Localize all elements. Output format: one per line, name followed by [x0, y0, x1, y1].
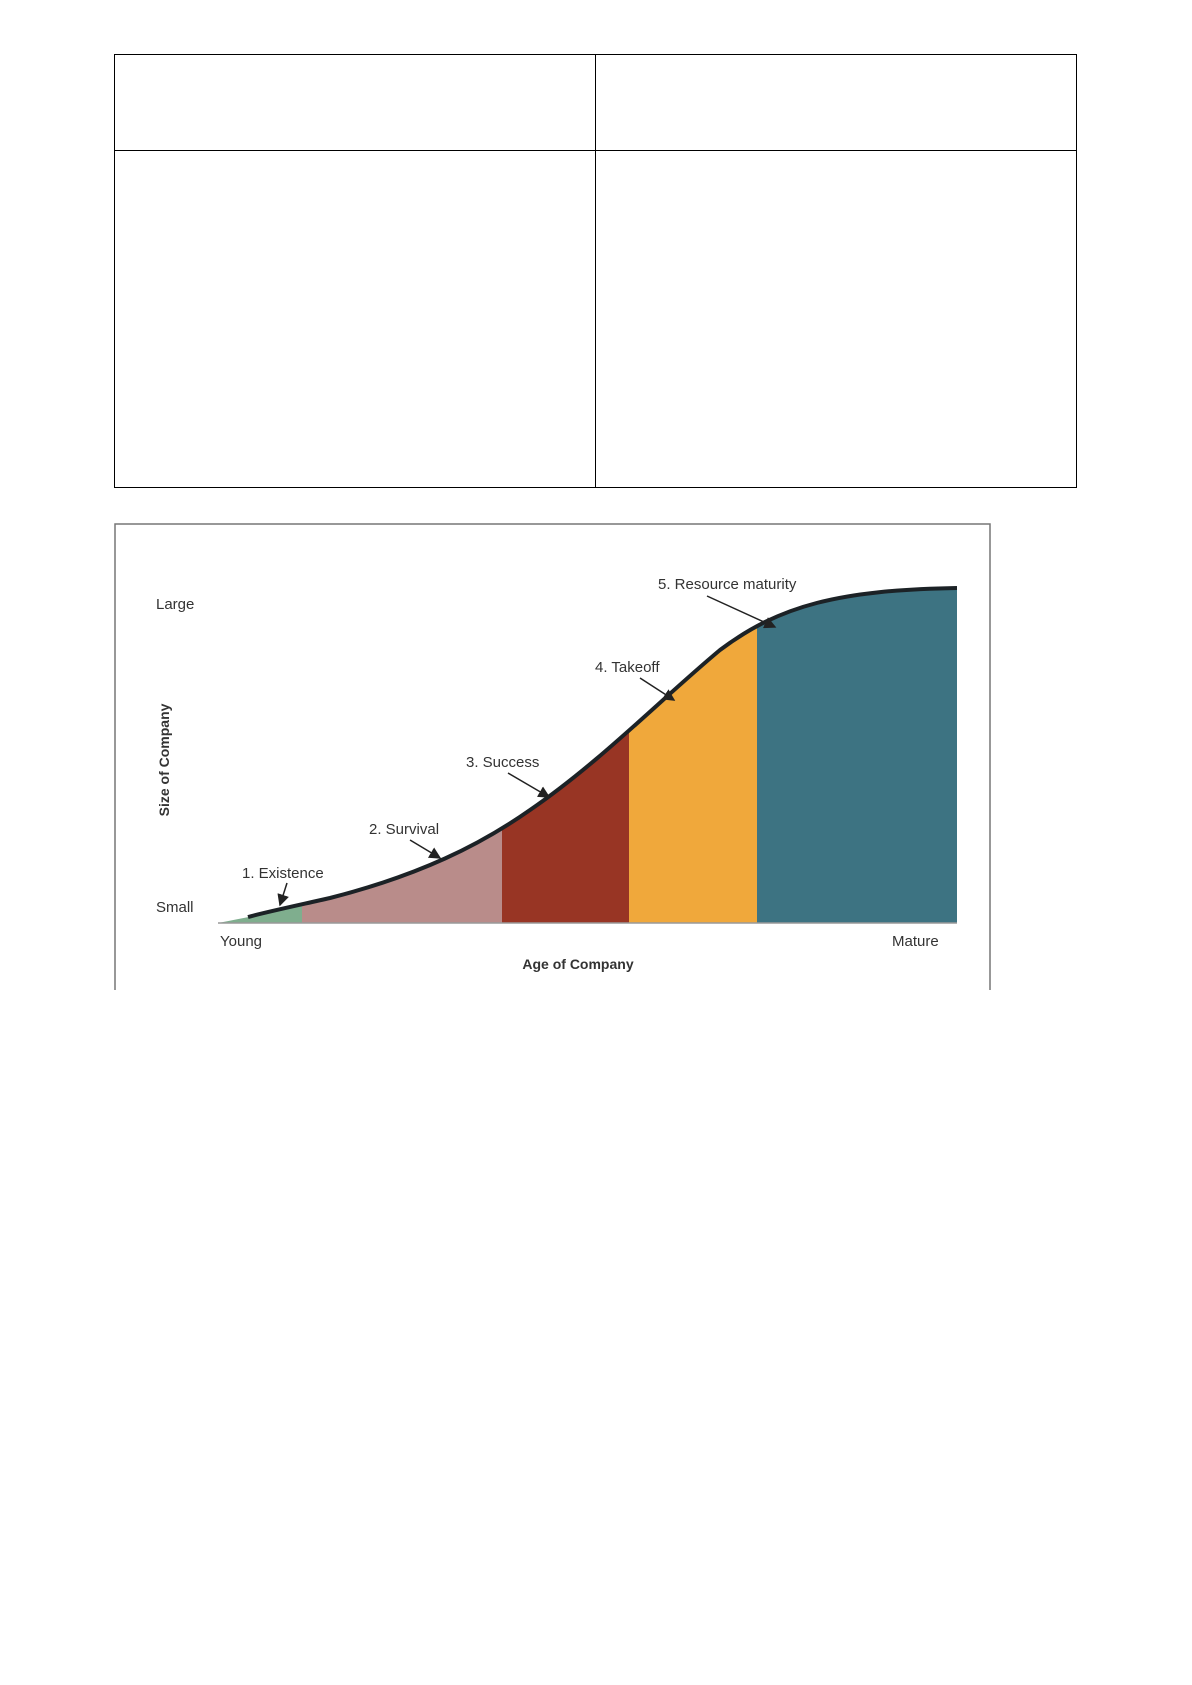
x-high-label: Mature: [892, 933, 939, 950]
y-high-label: Large: [156, 596, 194, 613]
stage-fill-survival: [302, 588, 502, 923]
figure-frame: [114, 523, 991, 990]
y-axis-title: Size of Company: [156, 703, 172, 816]
arrow-icon: [639, 677, 676, 701]
table-cell: [114, 150, 596, 488]
arrow-icon: [277, 882, 289, 907]
company-growth-stages-diagram: Large Small Young Mature Age of Company …: [114, 523, 991, 990]
stage-fill-resource-maturity: [757, 588, 957, 923]
stage-label-takeoff: 4. Takeoff: [595, 659, 660, 676]
empty-table: [114, 54, 1077, 488]
stage-label-success: 3. Success: [466, 754, 539, 771]
x-low-label: Young: [220, 933, 262, 950]
y-low-label: Small: [156, 899, 194, 916]
stage-label-resource-maturity: 5. Resource maturity: [658, 576, 797, 593]
arrow-icon: [507, 772, 551, 798]
table-row: [114, 150, 1077, 488]
stage-label-survival: 2. Survival: [369, 821, 439, 838]
arrow-icon: [409, 839, 442, 859]
growth-curve: [247, 586, 958, 919]
stage-fill-existence: [218, 588, 302, 923]
x-axis-title: Age of Company: [522, 956, 633, 972]
arrow-icon: [706, 595, 777, 629]
table-cell: [114, 54, 596, 151]
stage-fill-success: [502, 588, 629, 923]
table-cell: [595, 150, 1077, 488]
stage-label-existence: 1. Existence: [242, 865, 324, 882]
